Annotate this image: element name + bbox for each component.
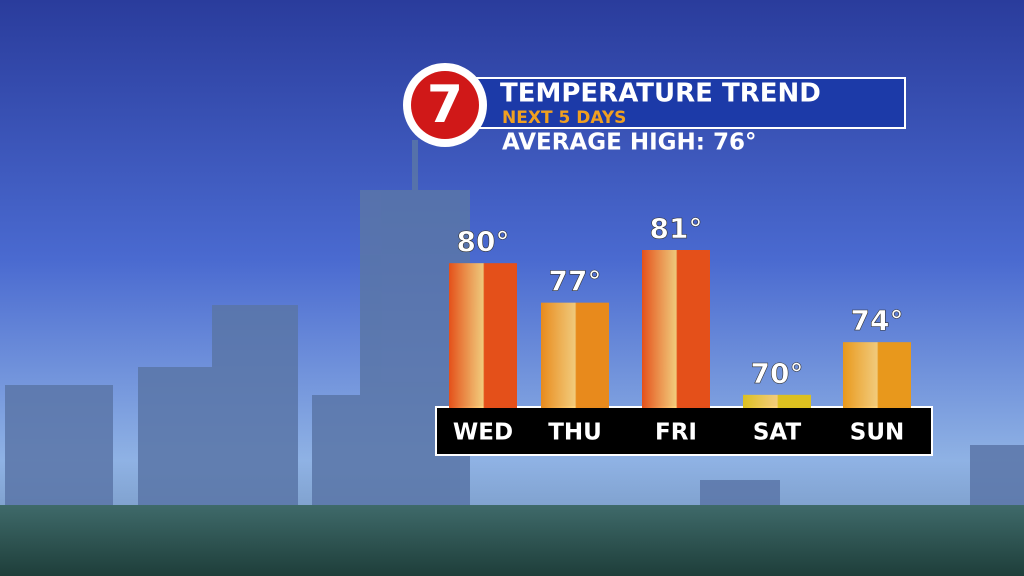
annotation: AVERAGE HIGH: 76° <box>502 130 757 156</box>
x-tick-label: FRI <box>655 420 697 446</box>
bar <box>541 302 609 408</box>
logo: 7 <box>427 75 463 135</box>
bar <box>843 342 911 408</box>
bar <box>642 250 710 408</box>
x-tick-label: THU <box>548 420 602 446</box>
trees <box>0 505 1024 576</box>
x-tick-label: SAT <box>753 420 802 446</box>
bar <box>743 394 811 408</box>
chart-subtitle: NEXT 5 DAYS <box>502 108 626 128</box>
value-label: 74° <box>851 304 904 337</box>
value-label: 81° <box>650 212 703 245</box>
value-label: 80° <box>457 225 510 258</box>
logo-disc <box>411 71 479 139</box>
value-label: 77° <box>549 265 602 298</box>
x-tick-label: WED <box>453 420 513 446</box>
chart-title: TEMPERATURE TREND <box>500 79 821 109</box>
bar <box>449 263 517 408</box>
value-label: 70° <box>751 357 804 390</box>
x-tick-label: SUN <box>850 420 905 446</box>
